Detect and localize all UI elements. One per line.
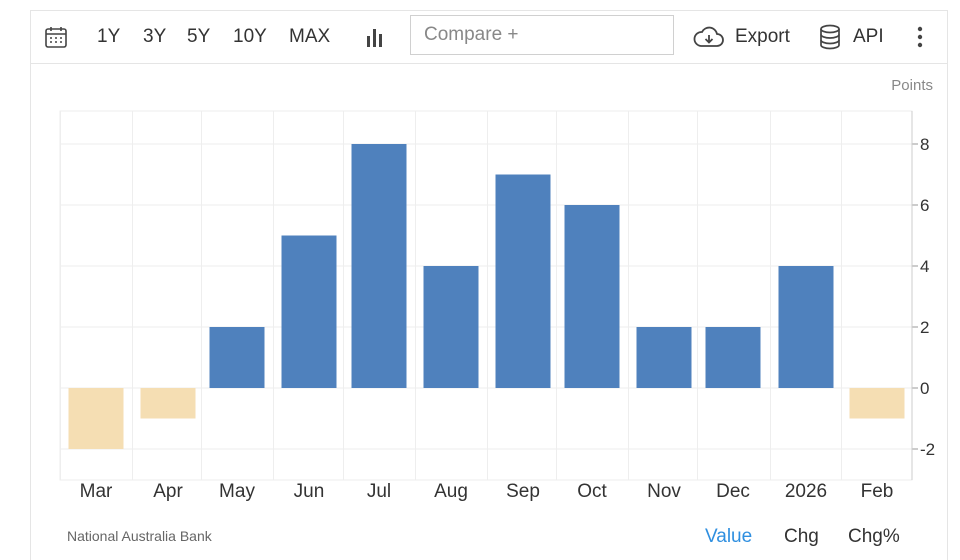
- range-max-button[interactable]: MAX: [289, 26, 331, 47]
- bar-apr: [140, 388, 196, 419]
- bar-sep: [495, 174, 551, 388]
- x-tick-label: Apr: [153, 481, 183, 502]
- source-label: National Australia Bank: [67, 528, 212, 544]
- more-options-icon[interactable]: [915, 25, 925, 49]
- tab-value[interactable]: Value: [705, 526, 753, 547]
- bar-mar: [68, 388, 124, 449]
- y-tick-label: -2: [920, 440, 935, 459]
- api-button[interactable]: API: [853, 26, 884, 47]
- x-tick-label: 2026: [785, 481, 827, 502]
- cloud-download-icon[interactable]: [693, 25, 725, 49]
- tab-chg-percent[interactable]: Chg%: [848, 526, 900, 547]
- chart-type-icon[interactable]: [365, 27, 385, 47]
- x-tick-label: Nov: [647, 481, 681, 502]
- range-3y-button[interactable]: 3Y: [143, 26, 167, 47]
- bar-aug: [423, 266, 479, 388]
- y-tick-label: 8: [920, 135, 929, 154]
- tab-chg[interactable]: Chg: [784, 526, 819, 547]
- bar-jul: [351, 144, 407, 388]
- calendar-icon[interactable]: [45, 26, 67, 48]
- x-tick-label: Aug: [434, 481, 468, 502]
- x-tick-label: Dec: [716, 481, 750, 502]
- x-tick-label: May: [219, 481, 255, 502]
- chart-frame: [30, 10, 948, 560]
- range-5y-button[interactable]: 5Y: [187, 26, 211, 47]
- x-tick-label: Jun: [294, 481, 325, 502]
- bar-jun: [281, 235, 337, 388]
- x-tick-label: Oct: [577, 481, 607, 502]
- database-icon[interactable]: [819, 24, 841, 50]
- x-tick-label: Jul: [367, 481, 391, 502]
- bar-nov: [636, 327, 692, 388]
- y-tick-label: 2: [920, 318, 929, 337]
- bar-2026: [778, 266, 834, 388]
- range-10y-button[interactable]: 10Y: [233, 26, 267, 47]
- unit-label: Points: [891, 77, 933, 94]
- compare-input[interactable]: [410, 15, 674, 55]
- x-tick-label: Mar: [80, 481, 113, 502]
- export-button[interactable]: Export: [735, 26, 790, 47]
- y-tick-label: 6: [920, 196, 929, 215]
- bar-may: [209, 327, 265, 388]
- y-tick-label: 0: [920, 379, 929, 398]
- x-tick-label: Feb: [861, 481, 894, 502]
- x-tick-label: Sep: [506, 481, 540, 502]
- bar-oct: [564, 205, 620, 388]
- bar-dec: [705, 327, 761, 388]
- toolbar: 1Y 3Y 5Y 10Y MAX Export API: [31, 11, 947, 64]
- bar-feb: [849, 388, 905, 419]
- y-tick-label: 4: [920, 257, 929, 276]
- range-1y-button[interactable]: 1Y: [97, 26, 121, 47]
